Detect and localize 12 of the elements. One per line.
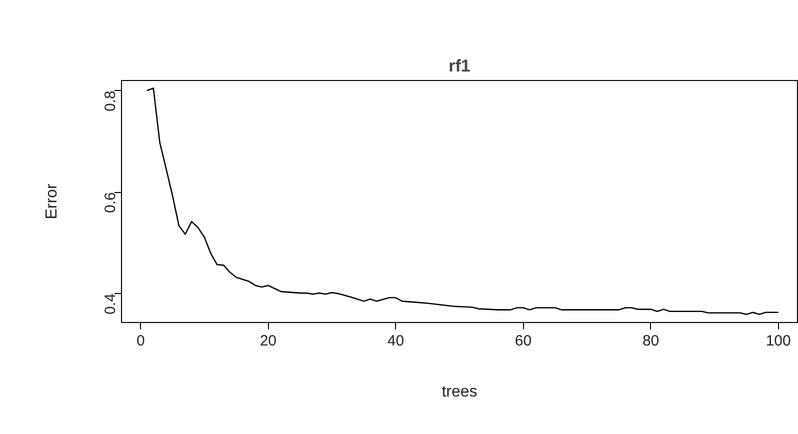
x-tick-label: 60 <box>514 332 532 350</box>
x-tick-label: 100 <box>766 332 791 350</box>
y-tick-label: 0.4 <box>102 294 119 314</box>
y-tick-label: 0.8 <box>102 90 119 112</box>
x-tick-label: 0 <box>136 332 145 350</box>
x-tick-label: 80 <box>642 332 660 350</box>
y-axis-title: Error <box>44 183 60 220</box>
chart-title: rf1 <box>448 56 470 76</box>
x-tick-label: 20 <box>260 332 277 350</box>
x-axis-title: trees <box>442 384 478 400</box>
y-tick-label: 0.6 <box>102 192 119 213</box>
x-tick-label: 40 <box>387 332 404 350</box>
